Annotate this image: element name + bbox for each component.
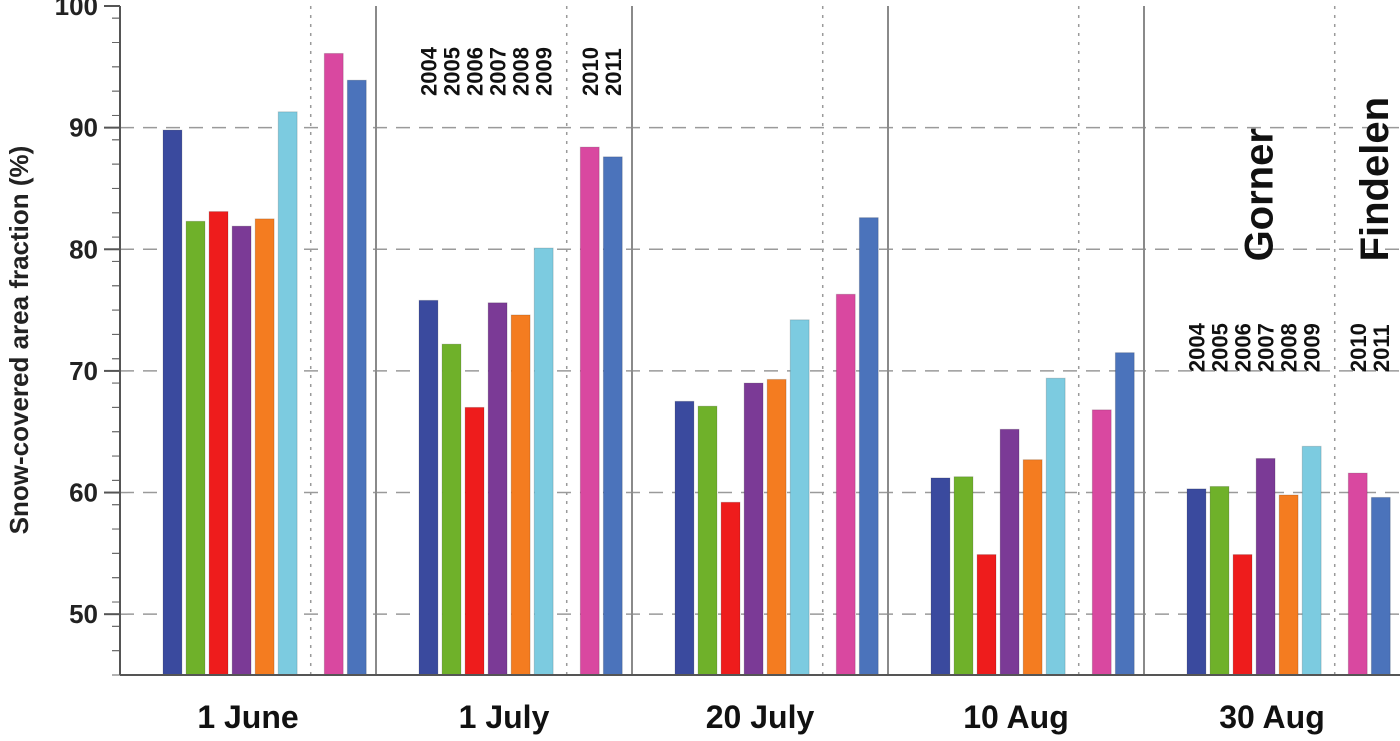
y-axis-label: Snow-covered area fraction (%) <box>4 146 34 535</box>
y-tick-label: 70 <box>69 356 98 386</box>
bar-2009-5 <box>1301 445 1322 676</box>
bar-2007-5 <box>1255 457 1276 676</box>
glacier-label-gorner: Gorner <box>1238 128 1282 261</box>
bar-2005-3 <box>697 405 718 676</box>
bar-2007-4 <box>999 428 1020 676</box>
year-label-2011: 2011 <box>601 48 626 96</box>
year-label-2010: 2010 <box>578 47 603 96</box>
year-label-2008: 2008 <box>1277 323 1302 372</box>
bar-2004-1 <box>162 129 183 676</box>
bar-2011-3 <box>858 217 879 676</box>
bar-2010-1 <box>323 52 344 676</box>
year-label-2008: 2008 <box>509 47 534 96</box>
bar-2010-5 <box>1347 472 1368 676</box>
bar-2007-3 <box>743 382 764 676</box>
bar-2011-2 <box>602 156 623 676</box>
category-label: 1 July <box>459 699 550 735</box>
bar-2005-4 <box>953 476 974 676</box>
bar-2010-2 <box>579 146 600 676</box>
bar-2006-3 <box>720 501 741 676</box>
y-tick-label: 60 <box>69 478 98 508</box>
bar-2005-5 <box>1209 485 1230 676</box>
bar-2011-5 <box>1370 496 1391 676</box>
bar-2006-4 <box>976 554 997 676</box>
bar-2009-2 <box>533 247 554 676</box>
year-label-2007: 2007 <box>486 47 511 96</box>
y-tick-label: 90 <box>69 113 98 143</box>
year-label-2004: 2004 <box>416 46 441 96</box>
bar-2008-3 <box>766 378 787 676</box>
axis-layer <box>104 5 1400 676</box>
bar-2009-1 <box>277 111 298 676</box>
year-label-2009: 2009 <box>532 47 557 96</box>
bar-2004-2 <box>418 299 439 676</box>
category-label: 20 July <box>706 699 815 735</box>
y-tick-label: 100 <box>55 0 98 21</box>
y-tick-label: 80 <box>69 234 98 264</box>
year-label-2006: 2006 <box>463 47 488 96</box>
bar-2007-1 <box>231 225 252 676</box>
bar-2004-4 <box>930 477 951 676</box>
bar-2004-3 <box>674 400 695 676</box>
year-label-2010: 2010 <box>1346 323 1371 372</box>
bar-2010-3 <box>835 293 856 676</box>
category-label: 1 June <box>197 699 298 735</box>
bar-2006-2 <box>464 406 485 676</box>
bar-2006-1 <box>208 211 229 676</box>
bar-2009-4 <box>1045 377 1066 676</box>
bar-2010-4 <box>1091 409 1112 676</box>
year-label-2007: 2007 <box>1254 323 1279 372</box>
bar-2008-5 <box>1278 494 1299 676</box>
bar-2007-2 <box>487 302 508 676</box>
year-label-2005: 2005 <box>440 47 465 96</box>
bars-layer <box>162 52 1391 676</box>
glacier-label-findelen: Findelen <box>1353 97 1397 261</box>
year-label-2009: 2009 <box>1300 323 1325 372</box>
y-tick-label: 50 <box>69 599 98 629</box>
bar-2006-5 <box>1232 554 1253 676</box>
category-label: 30 Aug <box>1219 699 1325 735</box>
bar-2004-5 <box>1186 488 1207 676</box>
bar-2008-2 <box>510 314 531 676</box>
bar-2011-1 <box>346 79 367 676</box>
bar-2011-4 <box>1114 352 1135 676</box>
year-label-2004: 2004 <box>1184 322 1209 372</box>
year-label-2011: 2011 <box>1369 324 1394 372</box>
category-label: 10 Aug <box>963 699 1069 735</box>
bar-2008-1 <box>254 218 275 676</box>
year-label-2006: 2006 <box>1231 323 1256 372</box>
bar-2008-4 <box>1022 459 1043 676</box>
year-label-2005: 2005 <box>1208 323 1233 372</box>
bar-2005-2 <box>441 343 462 676</box>
bar-2005-1 <box>185 220 206 676</box>
bar-2009-3 <box>789 319 810 676</box>
